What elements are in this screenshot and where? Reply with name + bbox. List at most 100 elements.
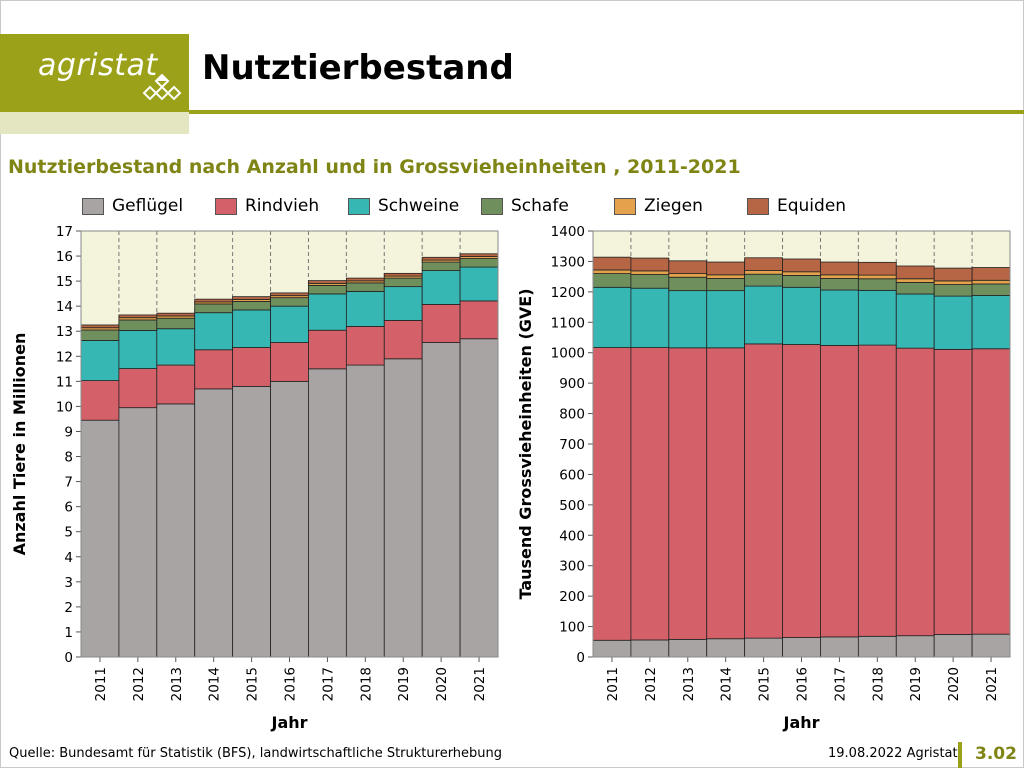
legend-item-equiden: Equiden xyxy=(747,196,846,216)
x-tick-label: 2011 xyxy=(605,667,621,701)
x-tick-label: 2014 xyxy=(207,667,223,701)
legend-item-rindvieh: Rindvieh xyxy=(215,196,319,216)
legend-swatch xyxy=(481,197,503,215)
legend-item-schweine: Schweine xyxy=(348,196,459,216)
bar-segment-rindvieh xyxy=(156,364,196,405)
x-tick-label: 2021 xyxy=(472,667,488,701)
x-tick-label: 2012 xyxy=(643,667,659,701)
y-tick-label: 400 xyxy=(559,528,585,544)
plot-frame xyxy=(592,230,1011,658)
bar-segment-schweine xyxy=(630,287,670,348)
y-tick-label: 100 xyxy=(559,620,585,636)
bar-segment-geflügel xyxy=(270,380,309,658)
bar-segment-schafe xyxy=(706,278,746,292)
y-tick-label: 1100 xyxy=(551,315,585,331)
bar-segment-rindvieh xyxy=(933,348,973,635)
y-tick-label: 3 xyxy=(64,575,73,591)
plot-frame xyxy=(80,230,499,658)
bar-segment-equiden xyxy=(118,314,158,319)
y-tick-label: 900 xyxy=(559,376,585,392)
y-tick-label: 2 xyxy=(64,600,73,616)
bar-segment-equiden xyxy=(895,265,935,280)
bar-segment-rindvieh xyxy=(345,326,385,366)
y-tick-label: 17 xyxy=(56,224,73,240)
logo-text: agristat xyxy=(38,48,158,83)
bar-segment-rindvieh xyxy=(971,348,1011,635)
bar-segment-schweine xyxy=(383,286,423,321)
bar-segment-schweine xyxy=(308,293,347,331)
bar-segment-rindvieh xyxy=(308,329,347,370)
y-tick-label: 1 xyxy=(64,625,73,641)
bar-segment-geflügel xyxy=(232,385,271,658)
x-tick-label: 2017 xyxy=(832,667,848,701)
bar-segment-rindvieh xyxy=(744,343,783,639)
bar-segment-schweine xyxy=(668,290,708,349)
bar-segment-schweine xyxy=(270,305,309,343)
bar-segment-equiden xyxy=(744,257,783,271)
legend-label: Schafe xyxy=(511,196,569,216)
x-tick-label: 2021 xyxy=(984,667,1000,701)
bar-segment-schafe xyxy=(971,283,1011,296)
bar-segment-schweine xyxy=(194,312,234,351)
bar-segment-schweine xyxy=(156,328,196,366)
bar-segment-geflügel xyxy=(820,636,859,658)
bar-segment-rindvieh xyxy=(668,347,708,640)
bar-segment-geflügel xyxy=(782,637,821,658)
bar-segment-ziegen xyxy=(895,278,935,283)
chart-livestock-units: 0 100 200 300 400 500 600 700 800 900 1000 1100 1200… xyxy=(516,224,1011,732)
bar-segment-schafe xyxy=(345,282,385,292)
y-tick-label: 9 xyxy=(64,424,73,440)
bar-segment-schweine xyxy=(345,290,385,327)
bar-segment-geflügel xyxy=(706,638,746,658)
bar-segment-equiden xyxy=(857,261,897,276)
bar-segment-schafe xyxy=(459,258,499,268)
bar-segment-schweine xyxy=(232,309,271,348)
bar-segment-ziegen xyxy=(630,270,670,275)
bar-segment-geflügel xyxy=(345,364,385,658)
y-tick-label: 1400 xyxy=(551,224,585,240)
legend-item-ziegen: Ziegen xyxy=(614,196,703,216)
bar-segment-equiden xyxy=(971,267,1011,281)
page-number: 3.02 xyxy=(975,744,1017,764)
chart-legend: Geflügel Rindvieh Schweine Schafe Ziegen… xyxy=(0,196,1024,218)
bar-segment-schafe xyxy=(80,329,120,341)
y-tick-label: 14 xyxy=(56,299,73,315)
bar-segment-rindvieh xyxy=(706,347,746,640)
bar-segment-schafe xyxy=(857,278,897,291)
bar-segment-ziegen xyxy=(592,269,632,274)
title-rule xyxy=(189,110,1024,114)
bar-segment-ziegen xyxy=(971,279,1011,285)
page-title: Nutztierbestand xyxy=(202,48,514,88)
bar-segment-schweine xyxy=(459,266,499,302)
bar-segment-schweine xyxy=(118,330,158,369)
bar-segment-schweine xyxy=(421,270,461,305)
x-tick-label: 2018 xyxy=(870,667,886,701)
x-axis-label: Jahr xyxy=(782,713,819,732)
bar-segment-equiden xyxy=(80,324,120,329)
y-tick-label: 200 xyxy=(559,589,585,605)
legend-label: Equiden xyxy=(777,196,847,216)
bar-segment-rindvieh xyxy=(421,304,461,343)
bar-segment-equiden xyxy=(933,267,973,282)
bar-segment-equiden xyxy=(232,296,271,300)
x-tick-label: 2019 xyxy=(396,667,412,701)
bar-segment-ziegen xyxy=(782,271,821,276)
bar-segment-schafe xyxy=(782,275,821,288)
bar-segment-equiden xyxy=(421,256,461,261)
agristat-logo: agristat xyxy=(0,34,189,112)
logo-diamond-icon xyxy=(142,74,182,100)
bar-segment-schweine xyxy=(80,340,120,382)
y-tick-label: 300 xyxy=(559,559,585,575)
bar-segment-rindvieh xyxy=(630,347,670,641)
bar-segment-schafe xyxy=(156,317,196,330)
legend-swatch xyxy=(215,197,237,215)
bar-segment-schafe xyxy=(383,277,423,288)
bar-segment-geflügel xyxy=(421,342,461,658)
y-tick-label: 11 xyxy=(56,374,73,390)
bar-segment-schweine xyxy=(933,295,973,350)
bar-segment-geflügel xyxy=(630,639,670,658)
y-tick-label: 1300 xyxy=(551,254,585,270)
bar-segment-rindvieh xyxy=(383,320,423,360)
legend-label: Ziegen xyxy=(644,196,703,216)
x-tick-label: 2011 xyxy=(93,667,109,701)
